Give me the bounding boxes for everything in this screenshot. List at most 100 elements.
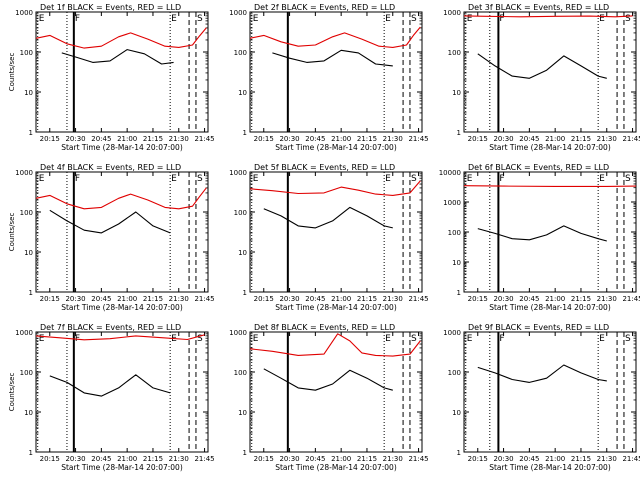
x-tick-label: 21:30 <box>383 455 403 463</box>
panel-det-9f: Det 9f BLACK = Events, RED = LLD 1 10 100 10… <box>443 323 640 472</box>
x-tick-label: 21:15 <box>357 135 377 143</box>
y-tick-label: 1 <box>29 289 33 297</box>
series-events-line <box>49 209 171 234</box>
y-tick-label: 100 <box>234 209 247 217</box>
x-tick-label: 20:45 <box>91 135 111 143</box>
x-tick-label: 20:30 <box>493 455 513 463</box>
x-tick-label: 21:30 <box>169 455 189 463</box>
x-tick-label: 21:45 <box>408 135 428 143</box>
y-tick-label: 100 <box>20 49 33 57</box>
event-marker-label: E <box>599 14 605 24</box>
x-tick-label: 21:45 <box>194 455 214 463</box>
series-lld-line <box>249 333 421 357</box>
x-tick-label: 20:30 <box>493 135 513 143</box>
plot-frame <box>249 11 423 133</box>
event-marker-label: S <box>625 14 631 24</box>
y-tick-label: 100 <box>448 369 461 377</box>
panel-title: Det 1f BLACK = Events, RED = LLD <box>40 3 181 12</box>
series-events-line <box>477 225 607 242</box>
series-lld-line <box>35 334 205 341</box>
x-tick-label: 21:00 <box>117 455 137 463</box>
x-tick-label: 21:45 <box>408 295 428 303</box>
y-tick-label: 1000 <box>443 199 461 207</box>
event-marker-label: E <box>171 174 177 184</box>
x-axis-label: Start Time (28-Mar-14 20:07:00) <box>489 303 611 312</box>
y-tick-label: 10 <box>238 249 247 257</box>
event-marker-label: S <box>411 334 417 344</box>
x-tick-label: 21:45 <box>408 455 428 463</box>
x-axis-label: Start Time (28-Mar-14 20:07:00) <box>61 143 183 152</box>
x-tick-label: 21:45 <box>622 295 640 303</box>
y-tick-label: 100 <box>448 49 461 57</box>
event-marker-label: E <box>467 334 473 344</box>
panel-det-1f: Det 1f BLACK = Events, RED = LLD 1 10 100 10… <box>8 3 215 152</box>
x-tick-label: 21:30 <box>597 455 617 463</box>
x-tick-label: 20:15 <box>468 455 488 463</box>
x-axis-label: Start Time (28-Mar-14 20:07:00) <box>489 463 611 472</box>
x-tick-label: 20:15 <box>40 455 60 463</box>
x-tick-label: 21:00 <box>545 135 565 143</box>
x-axis-label: Start Time (28-Mar-14 20:07:00) <box>61 303 183 312</box>
y-axis-label: Counts/sec <box>8 213 16 252</box>
plot-frame <box>463 331 637 453</box>
series-lld-line <box>249 180 421 196</box>
panel-det-4f: Det 4f BLACK = Events, RED = LLD 1 10 100 10… <box>8 163 215 312</box>
x-tick-label: 20:30 <box>279 135 299 143</box>
x-tick-label: 21:00 <box>331 455 351 463</box>
x-tick-label: 21:30 <box>169 295 189 303</box>
panel-det-6f: Det 6f BLACK = Events, RED = LLD 1 10 100 10… <box>439 163 640 312</box>
x-tick-label: 21:30 <box>597 135 617 143</box>
event-marker-label: S <box>411 14 417 24</box>
series-lld-line <box>249 26 421 48</box>
x-axis-label: Start Time (28-Mar-14 20:07:00) <box>275 463 397 472</box>
y-tick-label: 10 <box>238 89 247 97</box>
plot-frame <box>35 171 209 293</box>
x-tick-label: 21:15 <box>357 455 377 463</box>
series-events-line <box>263 368 393 391</box>
event-marker-label: E <box>385 14 391 24</box>
x-tick-label: 21:15 <box>571 455 591 463</box>
x-tick-label: 20:15 <box>254 455 274 463</box>
x-tick-label: 21:15 <box>571 295 591 303</box>
x-tick-label: 20:15 <box>468 135 488 143</box>
event-marker-label: E <box>39 174 45 184</box>
event-marker-label: F <box>499 334 504 344</box>
event-marker-label: S <box>197 334 203 344</box>
y-tick-label: 10 <box>24 409 33 417</box>
series-lld-line <box>463 185 637 187</box>
y-tick-label: 1 <box>29 129 33 137</box>
y-tick-label: 1000 <box>15 169 33 177</box>
x-tick-label: 21:15 <box>143 135 163 143</box>
panel-title: Det 5f BLACK = Events, RED = LLD <box>254 163 395 172</box>
x-axis-label: Start Time (28-Mar-14 20:07:00) <box>275 303 397 312</box>
event-marker-label: E <box>253 334 259 344</box>
x-tick-label: 20:15 <box>468 295 488 303</box>
x-tick-label: 20:30 <box>279 295 299 303</box>
x-tick-label: 21:00 <box>331 295 351 303</box>
event-marker-label: E <box>467 174 473 184</box>
x-axis-label: Start Time (28-Mar-14 20:07:00) <box>61 463 183 472</box>
panel-title: Det 8f BLACK = Events, RED = LLD <box>254 323 395 332</box>
y-tick-label: 10000 <box>439 169 461 177</box>
series-events-line <box>272 49 393 67</box>
x-tick-label: 21:00 <box>545 295 565 303</box>
plot-frame <box>463 11 637 133</box>
x-tick-label: 21:15 <box>357 295 377 303</box>
plot-frame <box>35 331 209 453</box>
event-marker-label: S <box>411 174 417 184</box>
x-tick-label: 21:45 <box>194 295 214 303</box>
x-tick-label: 20:45 <box>519 455 539 463</box>
y-axis-label: Counts/sec <box>8 373 16 412</box>
y-tick-label: 1 <box>457 449 461 457</box>
series-events-line <box>477 364 607 383</box>
panel-title: Det 4f BLACK = Events, RED = LLD <box>40 163 181 172</box>
plot-frame <box>35 11 209 133</box>
y-tick-label: 10 <box>24 89 33 97</box>
panel-det-2f: Det 2f BLACK = Events, RED = LLD 1 10 100 10… <box>229 3 428 152</box>
event-marker-label: F <box>499 174 504 184</box>
x-tick-label: 20:30 <box>65 295 85 303</box>
series-events-line <box>477 53 607 79</box>
y-tick-label: 1000 <box>15 9 33 17</box>
panel-det-8f: Det 8f BLACK = Events, RED = LLD 1 10 100 10… <box>229 323 428 472</box>
panel-title: Det 9f BLACK = Events, RED = LLD <box>468 323 609 332</box>
